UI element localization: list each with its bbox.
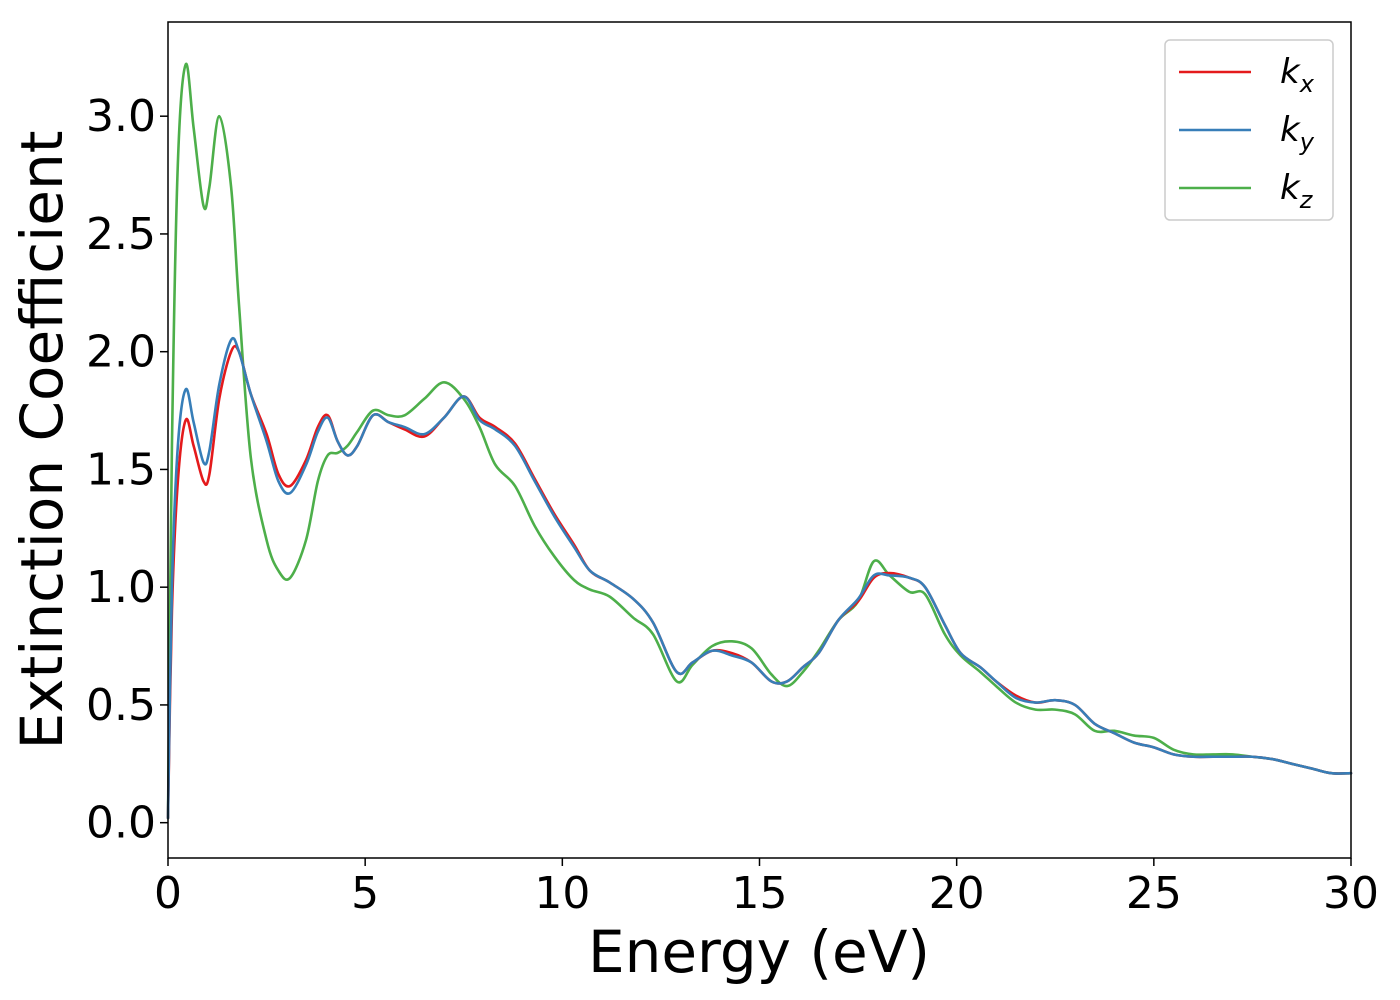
legend-label-subscript: z — [1299, 186, 1314, 214]
legend-label-kx: kx — [1280, 52, 1315, 98]
y-axis-title: Extinction Coefficient — [8, 131, 76, 750]
legend-label-main: k — [1280, 52, 1301, 92]
legend-label-ky: ky — [1280, 110, 1315, 156]
x-tick-label: 10 — [534, 868, 590, 919]
x-tick-label: 20 — [929, 868, 985, 919]
series-line-kx — [166, 344, 1353, 820]
y-tick-label: 2.0 — [86, 327, 156, 378]
y-axis-ticks: 0.0 0.5 1.0 1.5 2.0 2.5 3.0 — [86, 91, 168, 849]
legend-label-subscript: y — [1299, 128, 1315, 156]
x-tick-label: 5 — [351, 868, 379, 919]
x-tick-label: 15 — [732, 868, 788, 919]
legend-label-main: k — [1280, 168, 1301, 208]
legend-label-main: k — [1280, 110, 1301, 150]
y-tick-label: 0.5 — [86, 680, 156, 731]
x-axis-title: Energy (eV) — [588, 918, 930, 986]
x-tick-label: 25 — [1126, 868, 1182, 919]
y-tick-label: 2.5 — [86, 209, 156, 260]
y-tick-label: 3.0 — [86, 91, 156, 142]
x-axis-ticks: 0 5 10 15 20 25 30 — [154, 858, 1379, 919]
y-tick-label: 0.0 — [86, 798, 156, 849]
x-tick-label: 0 — [154, 868, 182, 919]
series-line-ky — [166, 336, 1353, 820]
y-tick-label: 1.5 — [86, 444, 156, 495]
legend-label-subscript: x — [1299, 70, 1315, 98]
series-layer — [166, 62, 1353, 820]
legend-label-kz: kz — [1280, 168, 1314, 214]
y-tick-label: 1.0 — [86, 562, 156, 613]
x-tick-label: 30 — [1323, 868, 1379, 919]
